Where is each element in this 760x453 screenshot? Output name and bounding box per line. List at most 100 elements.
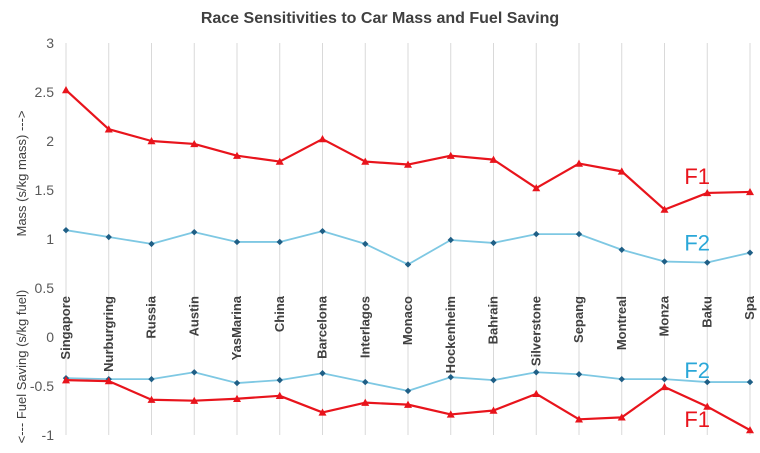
data-point <box>703 188 712 197</box>
data-point <box>447 373 454 381</box>
data-point <box>446 151 455 159</box>
data-point <box>361 157 370 165</box>
data-point <box>575 230 583 238</box>
data-point <box>746 249 754 256</box>
category-label: Spa <box>742 295 757 320</box>
y-tick-label: 0.5 <box>35 280 55 296</box>
data-point <box>148 240 155 248</box>
data-point <box>533 369 540 376</box>
series-f1-fuel <box>62 376 754 434</box>
data-point <box>704 378 711 386</box>
data-point <box>661 258 668 265</box>
data-point <box>191 228 198 236</box>
y-tick-label: 1 <box>46 231 54 247</box>
data-point <box>404 160 412 168</box>
data-point <box>489 155 498 163</box>
series-f1-mass <box>62 86 754 213</box>
data-point <box>575 415 583 423</box>
y-axis-title-lower: <--- Fuel Saving (s/kg fuel) <box>14 290 29 444</box>
data-point <box>532 389 541 398</box>
data-point <box>62 226 70 234</box>
data-point <box>233 394 241 402</box>
y-tick-label: 3 <box>46 35 54 51</box>
y-tick-label: 2.5 <box>35 84 55 100</box>
data-point <box>318 135 327 143</box>
data-point <box>746 378 754 386</box>
series-labels: F1 F2 F2 F1 <box>684 164 710 432</box>
data-point <box>575 159 583 167</box>
series-name-label: F1 <box>684 407 710 432</box>
data-point <box>575 371 583 378</box>
data-point <box>618 246 625 253</box>
data-point <box>746 426 754 434</box>
data-point <box>104 377 113 385</box>
category-label: Baku <box>699 296 714 328</box>
data-point <box>318 408 327 416</box>
category-label: Montreal <box>614 296 629 350</box>
y-axis-titles: Mass (s/kg mass) ---> <--- Fuel Saving (s… <box>14 110 29 443</box>
data-point <box>746 187 754 196</box>
data-point <box>319 370 326 377</box>
data-point <box>660 382 669 391</box>
data-point <box>191 369 198 376</box>
data-point <box>404 387 412 395</box>
y-tick-label: -1 <box>42 427 55 443</box>
data-point <box>147 395 156 403</box>
data-point <box>404 400 412 408</box>
data-point <box>276 376 283 384</box>
data-point <box>617 167 626 175</box>
category-label: Interlagos <box>357 296 372 358</box>
data-point <box>148 375 155 383</box>
data-point <box>490 376 497 384</box>
data-point <box>276 238 283 246</box>
category-labels: Singapore Nurburgring Russia Austin YasMarin… <box>58 295 757 373</box>
data-point <box>533 230 540 238</box>
data-point <box>532 184 541 192</box>
data-point <box>489 406 498 414</box>
data-point <box>661 375 668 383</box>
data-point <box>447 236 454 244</box>
category-label: Hockenheim <box>443 296 458 373</box>
data-point <box>319 227 326 235</box>
data-point <box>404 261 412 268</box>
y-axis-ticks: 3 2.5 2 1.5 1 0.5 0 -0.5 -1 <box>30 35 54 443</box>
y-tick-label: 2 <box>46 133 54 149</box>
data-point <box>105 233 112 241</box>
y-tick-label: 1.5 <box>35 182 55 198</box>
series-name-label: F2 <box>684 231 710 256</box>
y-tick-label: -0.5 <box>30 378 54 394</box>
chart-title: Race Sensitivities to Car Mass and Fuel … <box>201 10 559 27</box>
category-label: Sepang <box>571 296 586 343</box>
y-tick-label: 0 <box>46 329 54 345</box>
category-label: China <box>272 295 287 332</box>
data-point <box>275 391 284 399</box>
data-point <box>362 240 369 248</box>
data-point <box>190 396 199 404</box>
data-point <box>704 259 711 266</box>
data-point <box>446 410 455 418</box>
category-label: Bahrain <box>486 296 501 344</box>
category-label: YasMarina <box>229 295 244 360</box>
data-point <box>275 157 284 165</box>
data-point <box>233 379 241 387</box>
category-label: Singapore <box>58 296 73 360</box>
data-point <box>147 137 156 145</box>
data-point <box>490 239 497 247</box>
data-point <box>660 205 669 213</box>
data-point <box>361 398 370 406</box>
category-label: Monaco <box>400 296 415 345</box>
category-label: Monza <box>657 295 672 336</box>
series-f2-mass <box>62 226 754 268</box>
data-point <box>233 238 241 246</box>
y-axis-title-upper: Mass (s/kg mass) ---> <box>14 110 29 236</box>
data-point <box>104 125 113 133</box>
category-label: Russia <box>144 295 159 338</box>
data-point <box>618 375 625 383</box>
category-label: Nurburgring <box>101 296 116 372</box>
data-point <box>190 139 199 148</box>
data-point <box>362 378 369 386</box>
category-label: Silverstone <box>528 296 543 366</box>
series-name-label: F2 <box>684 358 710 383</box>
